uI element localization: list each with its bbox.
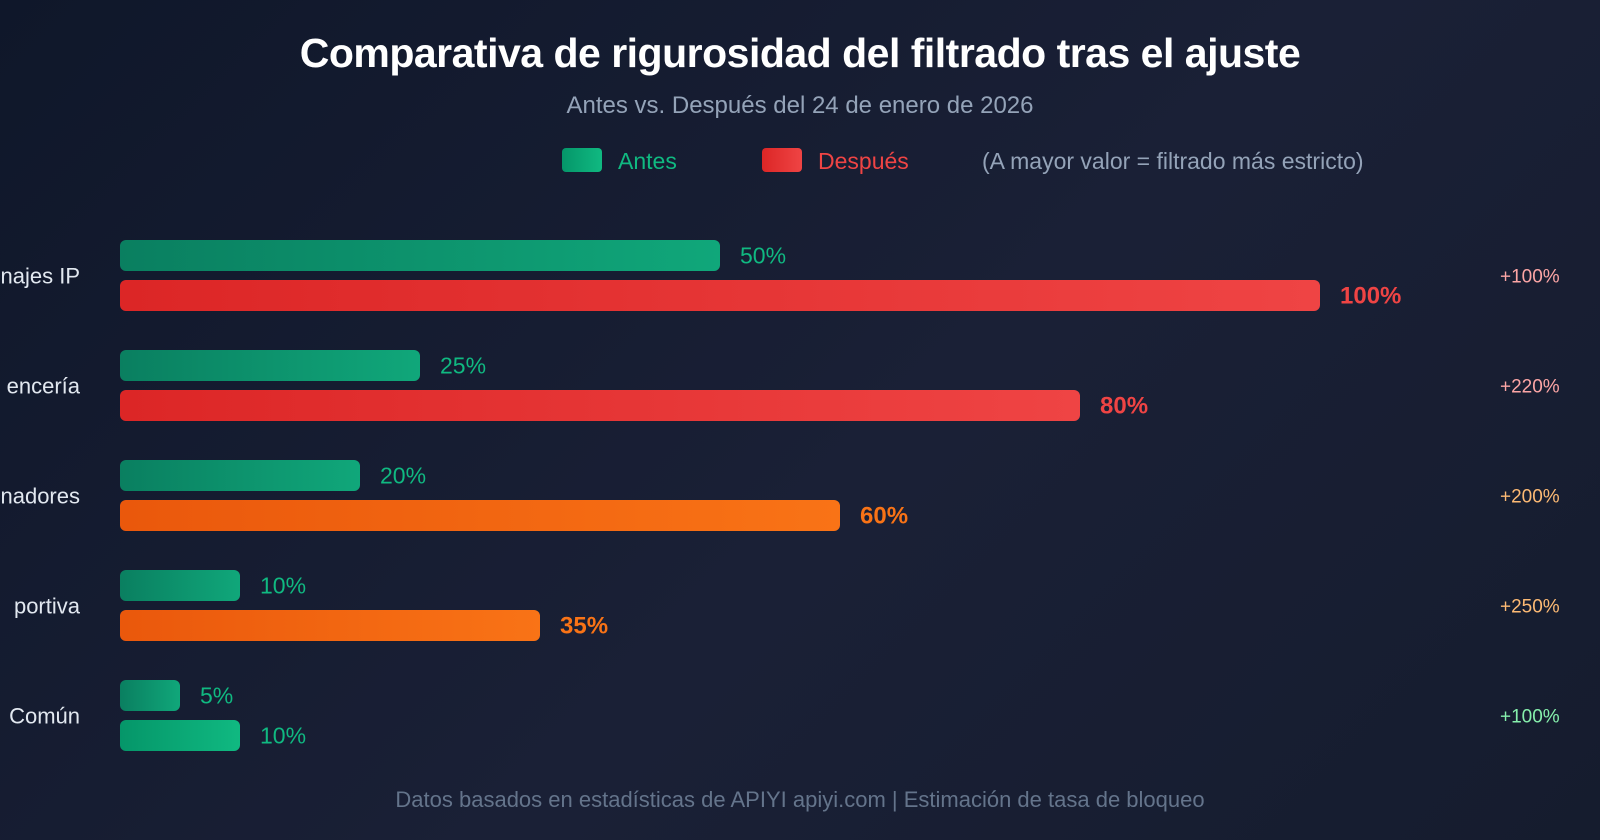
bar-before [120,240,720,271]
value-label-after: 60% [860,503,908,530]
value-label-before: 50% [740,243,786,269]
value-label-after: 100% [1340,283,1401,310]
bar-after [120,500,840,531]
value-label-after: 35% [560,613,608,640]
bar-after [120,390,1080,421]
value-label-after: 80% [1100,393,1148,420]
legend-label-after: Después [818,148,909,174]
change-label: +100% [1500,707,1560,728]
bar-before [120,350,420,381]
bar-before [120,570,240,601]
value-label-before: 25% [440,353,486,379]
chart-title: Comparativa de rigurosidad del filtrado … [299,30,1301,76]
legend-swatch-before [562,148,602,172]
change-label: +200% [1500,487,1560,508]
category-label: Común [9,704,80,729]
legend-swatch-after [762,148,802,172]
bar-before [120,680,180,711]
change-label: +220% [1500,377,1560,398]
bar-after [120,720,240,751]
change-label: +250% [1500,597,1560,618]
value-label-before: 10% [260,573,306,599]
chart-subtitle: Antes vs. Después del 24 de enero de 202… [566,92,1034,119]
value-label-after: 10% [260,723,306,749]
legend-label-before: Antes [618,148,677,174]
chart-footer: Datos basados en estadísticas de APIYI a… [395,787,1205,812]
category-label: encería [7,374,81,399]
category-label: nadores [0,484,80,509]
legend-note: (A mayor valor = filtrado más estricto) [982,148,1364,174]
bar-after [120,280,1320,311]
category-label: portiva [14,594,81,619]
change-label: +100% [1500,267,1560,288]
value-label-before: 5% [200,683,233,709]
value-label-before: 20% [380,463,426,489]
bar-after [120,610,540,641]
category-label: najes IP [1,264,81,289]
legend: Antes Después (A mayor valor = filtrado … [0,146,1600,176]
bar-before [120,460,360,491]
